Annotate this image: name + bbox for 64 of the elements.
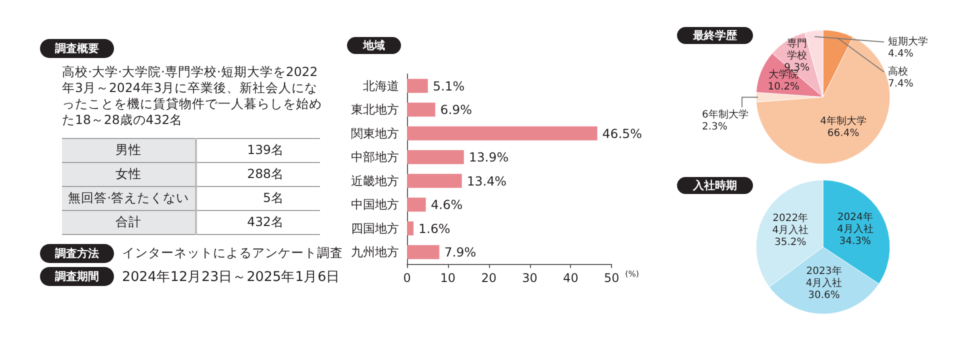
data-label: 30.6% <box>808 290 840 301</box>
data-label: 7.9% <box>444 244 476 260</box>
data-label: 4.4% <box>888 48 914 60</box>
text: 432名 <box>246 213 285 231</box>
data-label: 46.5% <box>602 126 642 141</box>
y-tick-label: 四国地方 <box>351 221 399 236</box>
text: 合計 <box>62 210 196 234</box>
x-axis-title: (%) <box>625 270 639 278</box>
data-label: 10.2% <box>768 81 800 92</box>
text: 調査概要 <box>40 39 114 58</box>
slice-label: 高校 <box>888 66 908 78</box>
data-label: 35.2% <box>774 237 806 248</box>
bar <box>407 174 462 188</box>
x-tick-label: 10 <box>440 271 456 285</box>
data-label: 1.6% <box>418 220 450 236</box>
y-tick-label: 東北地方 <box>351 102 399 117</box>
data-label: 4.6% <box>430 197 463 212</box>
y-tick-label: 九州地方 <box>351 245 399 260</box>
slice-label: 4年制大学 <box>820 114 867 127</box>
y-tick-label: 関東地方 <box>351 126 399 140</box>
slice-label: 2023年4月入社 <box>806 264 842 289</box>
slice-label: 専門学校 <box>786 38 807 62</box>
text: 男性 <box>62 138 196 162</box>
text: 288名 <box>246 165 285 183</box>
chart-title: 最終学歴 <box>692 29 738 42</box>
text: 139名 <box>246 141 285 159</box>
chart-title: 入社時期 <box>692 179 737 192</box>
slice-label: 6年制大学 <box>702 108 748 121</box>
data-label: 34.3% <box>839 236 872 248</box>
data-label: 13.4% <box>466 173 507 188</box>
data-label: 5.1% <box>432 78 465 94</box>
data-label: 2.3% <box>702 122 728 133</box>
y-tick-label: 近畿地方 <box>351 174 399 188</box>
data-label: 6.9% <box>440 102 472 118</box>
data-label: 7.4% <box>888 78 914 90</box>
slice-label: 2022年4月入社 <box>772 212 809 236</box>
x-tick-label: 0 <box>403 271 411 285</box>
x-tick-label: 30 <box>522 271 538 285</box>
text: 無回答·答えたくない <box>62 186 196 210</box>
x-tick-label: 20 <box>481 271 496 285</box>
bar <box>407 150 464 164</box>
bar <box>407 245 440 260</box>
slice-label: 2024年4月入社 <box>836 211 874 236</box>
text: 女性 <box>62 162 196 186</box>
text: インターネットによるアンケート調査 <box>122 245 343 262</box>
bar <box>407 78 428 93</box>
y-tick-label: 中部地方 <box>351 150 399 164</box>
bar <box>407 221 414 236</box>
slice-label: 短期大学 <box>888 36 928 48</box>
text: 5名 <box>262 189 285 207</box>
data-label: 13.9% <box>468 150 509 165</box>
bar <box>407 102 436 117</box>
x-tick-label: 40 <box>563 271 578 285</box>
chart-title: 地域 <box>362 39 385 52</box>
y-tick-label: 北海道 <box>363 78 399 93</box>
y-tick-label: 中国地方 <box>351 198 399 212</box>
text: 高校·大学·大学院·専門学校·短期大学を2022年3月～2024年3月に卒業後、新社会人になったことを機に賃貸物件で一人暮らしを始めた18～28歳の432名 <box>62 64 323 128</box>
bar <box>407 198 426 212</box>
x-tick-label: 50 <box>604 271 620 285</box>
text: 調査方法 <box>40 244 114 263</box>
data-label: 66.4% <box>827 128 860 139</box>
text: 2024年12月23日～2025年1月6日 <box>122 268 340 286</box>
bar <box>407 126 598 140</box>
text: 調査期間 <box>40 267 114 286</box>
